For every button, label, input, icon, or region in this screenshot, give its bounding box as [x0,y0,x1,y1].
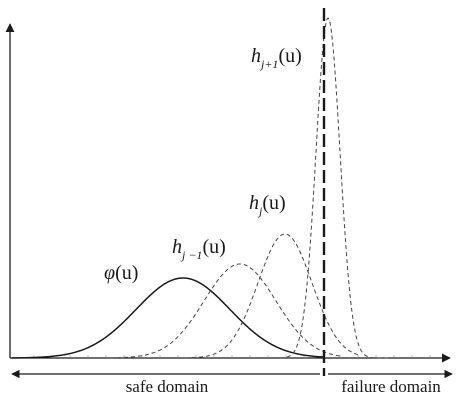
h-j-minus-1-curve [109,263,341,359]
safe-domain-label: safe domain [126,377,209,396]
h-j-plus-1-curve [279,17,392,359]
phi-label: φ(u) [104,262,138,284]
h-j-curve [184,233,361,359]
failure-domain-label: failure domain [341,377,441,396]
x-axis-ticks [33,355,431,358]
h-j-minus-1-label: hj −1(u) [172,236,226,262]
h-j-label: hj(u) [249,192,286,218]
phi-curve [11,277,326,359]
h-j-plus-1-label: hj+1(u) [251,45,302,71]
